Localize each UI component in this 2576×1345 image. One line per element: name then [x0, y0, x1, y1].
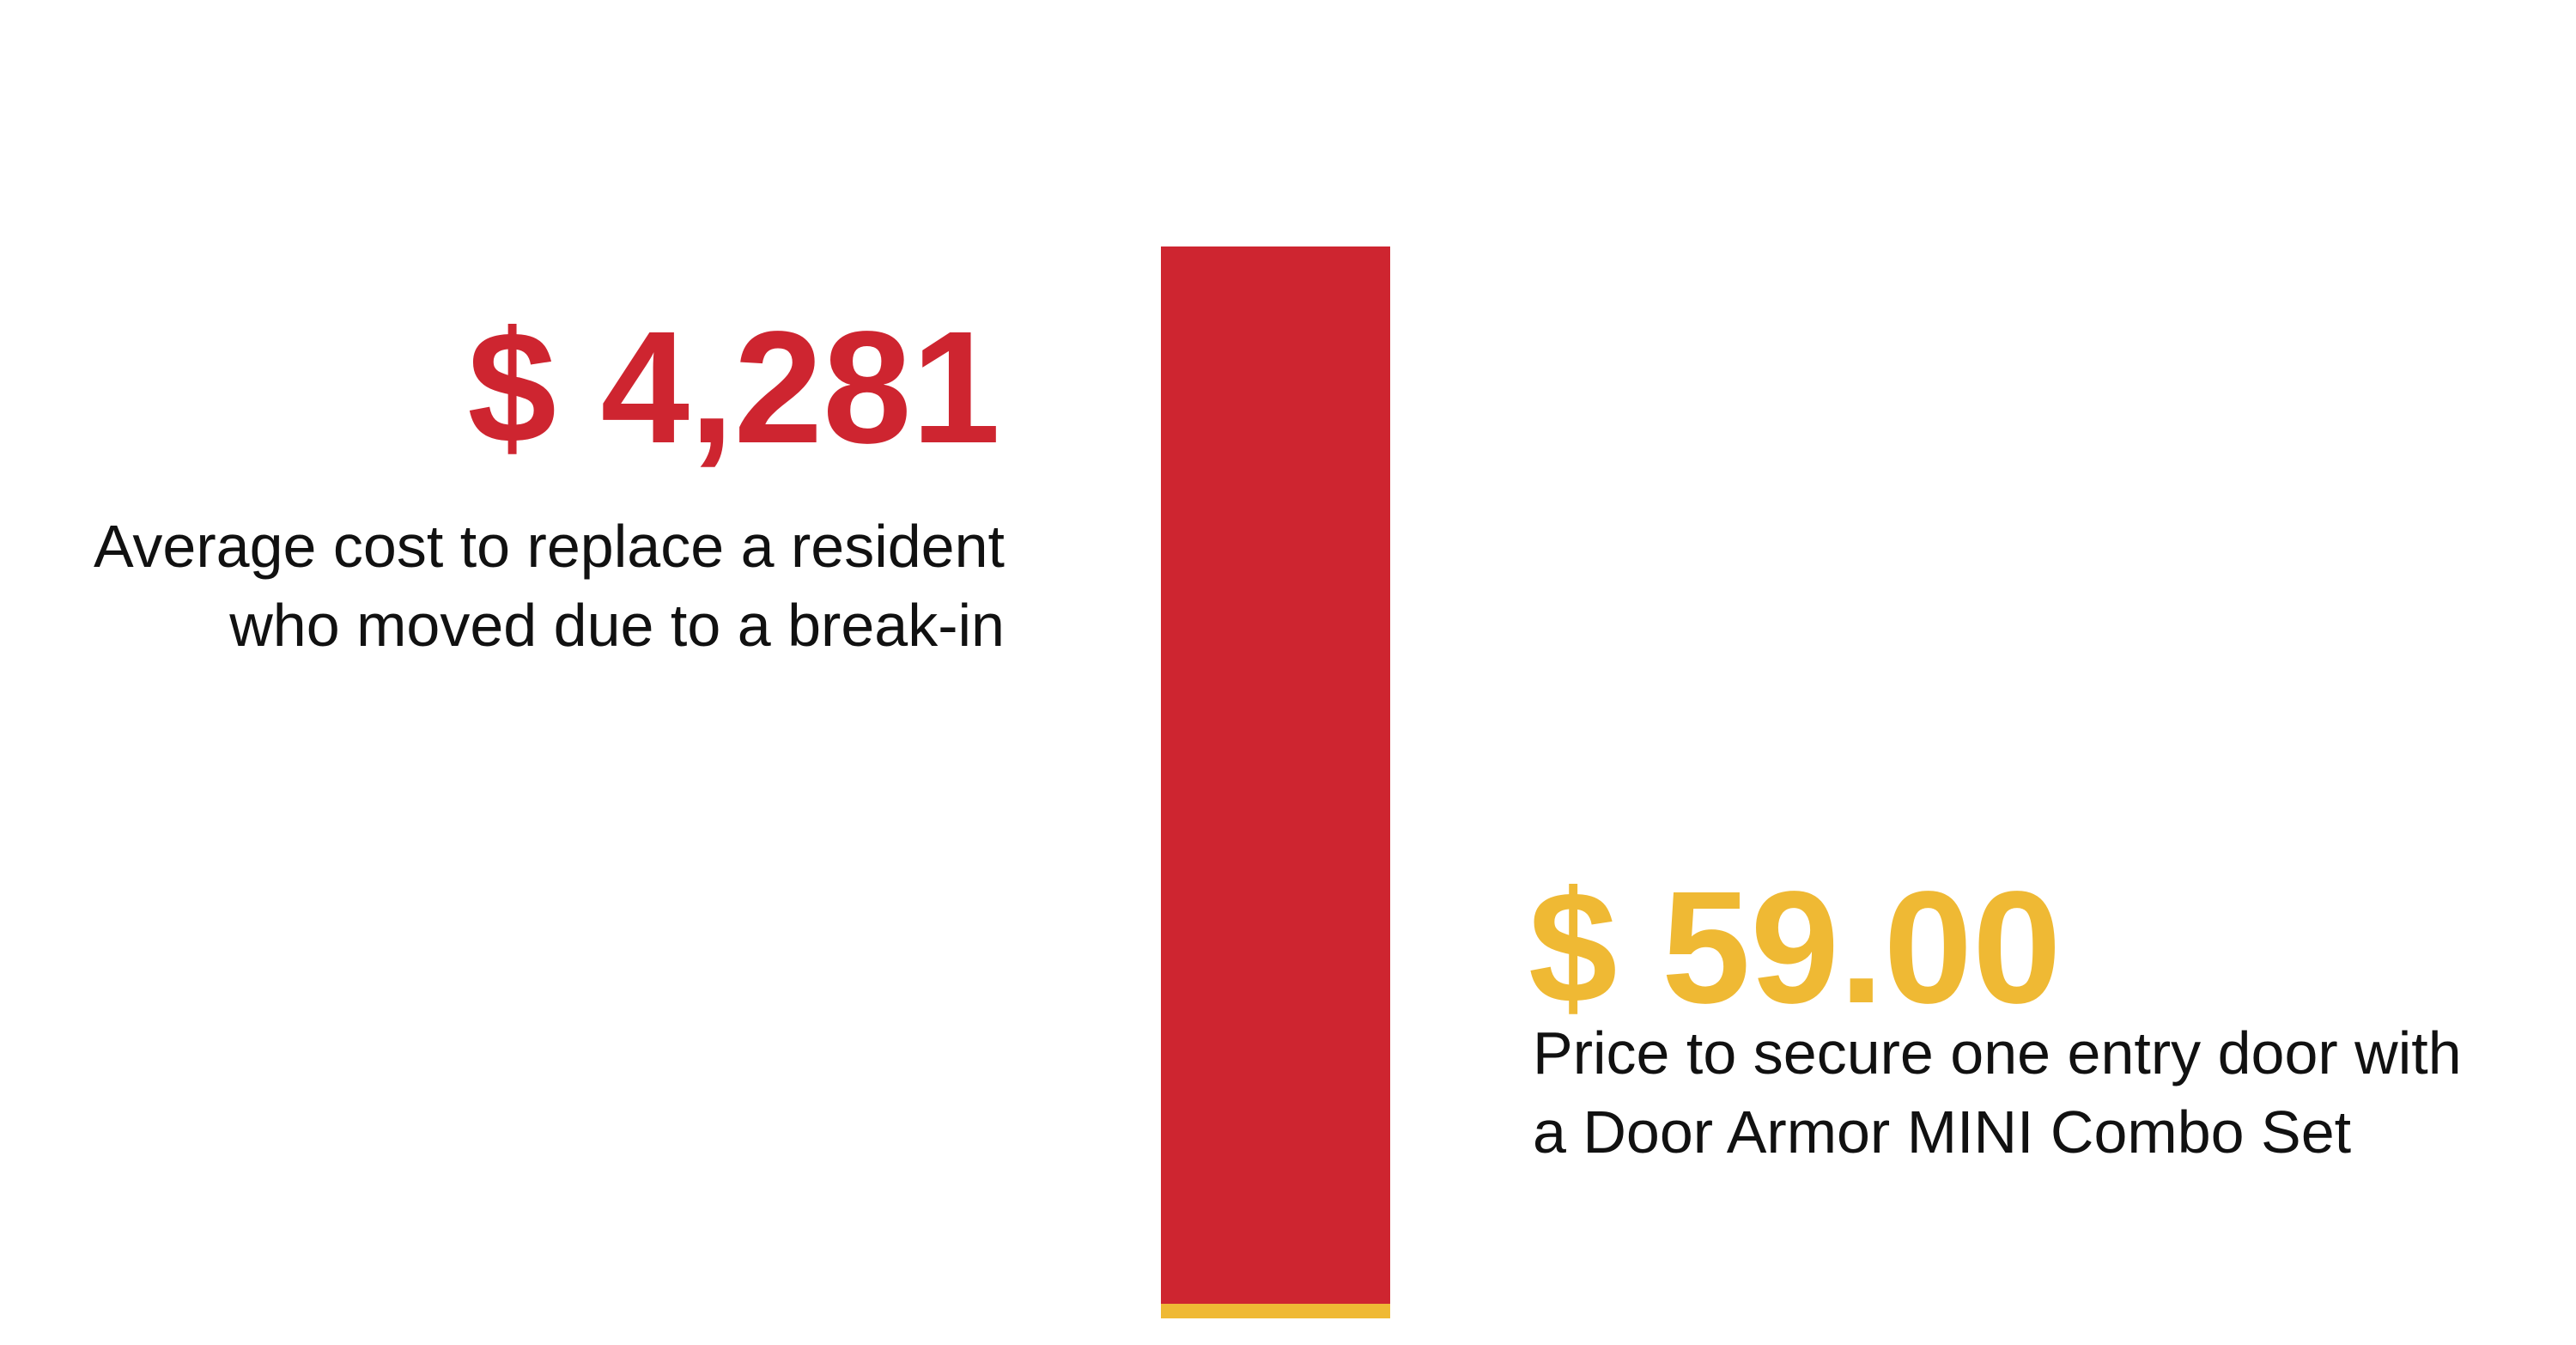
description: who moved due to a break-in	[228, 592, 1005, 659]
bar-segment	[1161, 246, 1390, 1305]
value-label: $ 59.00	[1528, 859, 2062, 1037]
description: Price to secure one entry door with	[1533, 1019, 2462, 1086]
value-label: $ 4,281	[467, 299, 1000, 477]
description: Average cost to replace a resident	[94, 513, 1005, 580]
description: a Door Armor MINI Combo Set	[1533, 1099, 2351, 1165]
bar-segment	[1161, 1304, 1390, 1318]
